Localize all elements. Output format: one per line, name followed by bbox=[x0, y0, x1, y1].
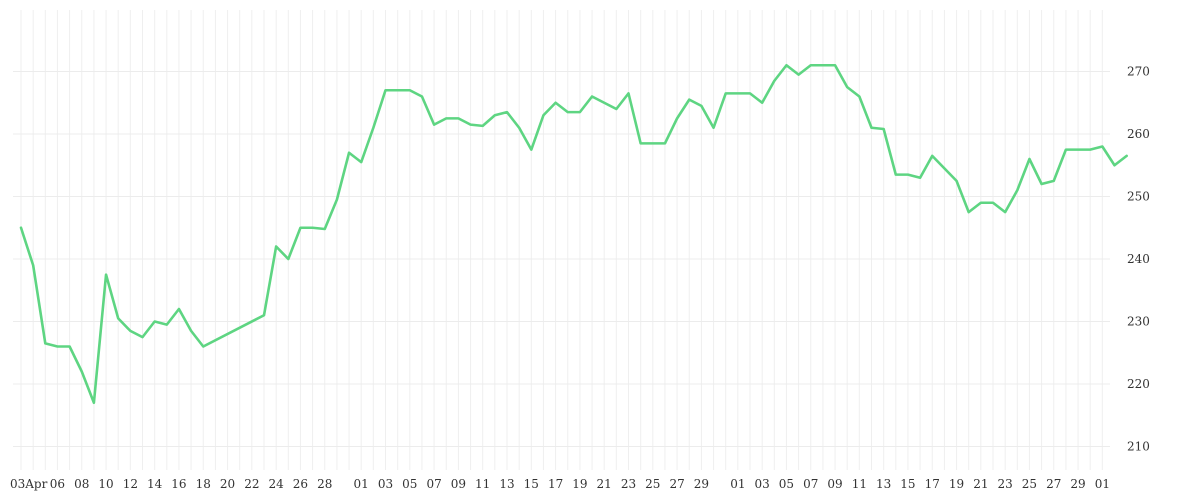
x-tick-label: 03 bbox=[378, 477, 393, 491]
x-tick-label: 22 bbox=[244, 477, 259, 491]
y-tick-label: 210 bbox=[1127, 440, 1150, 454]
x-tick-label: 27 bbox=[669, 477, 684, 491]
x-tick-label: 25 bbox=[1022, 477, 1037, 491]
x-tick-label: 28 bbox=[317, 477, 332, 491]
x-tick-label: 15 bbox=[524, 477, 539, 491]
x-tick-label: 12 bbox=[123, 477, 138, 491]
y-tick-label: 260 bbox=[1127, 127, 1150, 141]
x-tick-label: 29 bbox=[694, 477, 709, 491]
x-tick-label: 15 bbox=[900, 477, 915, 491]
x-tick-label: 03 bbox=[755, 477, 770, 491]
x-axis-ticks: 03Apr 06 08 10 12 14 16 18 20 22 24 26 28 01 03 05 07 09 1… bbox=[10, 477, 1110, 491]
x-tick-label: 10 bbox=[98, 477, 113, 491]
y-tick-label: 230 bbox=[1127, 315, 1150, 329]
series-line bbox=[19, 63, 1128, 405]
x-tick-label: 29 bbox=[1070, 477, 1085, 491]
x-tick-label: 03Apr bbox=[10, 477, 48, 491]
x-tick-label: 08 bbox=[74, 477, 89, 491]
x-tick-label: 23 bbox=[621, 477, 636, 491]
y-tick-label: 250 bbox=[1127, 190, 1150, 204]
x-tick-label: 19 bbox=[949, 477, 964, 491]
x-tick-label: 14 bbox=[147, 477, 163, 491]
x-tick-label: 21 bbox=[973, 477, 988, 491]
x-tick-label: 23 bbox=[998, 477, 1013, 491]
x-tick-label: 01 bbox=[730, 477, 745, 491]
x-tick-label: 19 bbox=[572, 477, 587, 491]
y-tick-label: 240 bbox=[1127, 252, 1150, 266]
x-tick-label: 06 bbox=[50, 477, 65, 491]
x-tick-label: 13 bbox=[876, 477, 891, 491]
x-tick-label: 11 bbox=[475, 477, 490, 491]
x-tick-label: 20 bbox=[220, 477, 235, 491]
x-tick-label: 27 bbox=[1046, 477, 1061, 491]
x-tick-label: 05 bbox=[402, 477, 417, 491]
x-tick-label: 17 bbox=[548, 477, 563, 491]
x-tick-label: 11 bbox=[852, 477, 867, 491]
x-tick-label: 09 bbox=[451, 477, 466, 491]
x-tick-label: 25 bbox=[645, 477, 660, 491]
y-tick-label: 220 bbox=[1127, 377, 1150, 391]
series-lines bbox=[19, 63, 1128, 405]
x-tick-label: 17 bbox=[925, 477, 940, 491]
x-tick-label: 09 bbox=[827, 477, 842, 491]
x-tick-label: 07 bbox=[803, 477, 818, 491]
x-tick-label: 01 bbox=[1095, 477, 1110, 491]
y-tick-label: 270 bbox=[1127, 65, 1150, 79]
x-tick-label: 13 bbox=[499, 477, 514, 491]
x-tick-label: 01 bbox=[354, 477, 369, 491]
grid-lines bbox=[13, 10, 1110, 470]
y-axis-ticks: 210 220 230 240 250 260 270 bbox=[1127, 65, 1150, 454]
x-tick-label: 24 bbox=[269, 477, 285, 491]
x-tick-label: 07 bbox=[426, 477, 441, 491]
x-tick-label: 16 bbox=[171, 477, 186, 491]
x-tick-label: 05 bbox=[779, 477, 794, 491]
x-tick-label: 18 bbox=[196, 477, 211, 491]
x-tick-label: 26 bbox=[293, 477, 308, 491]
x-tick-label: 21 bbox=[597, 477, 612, 491]
